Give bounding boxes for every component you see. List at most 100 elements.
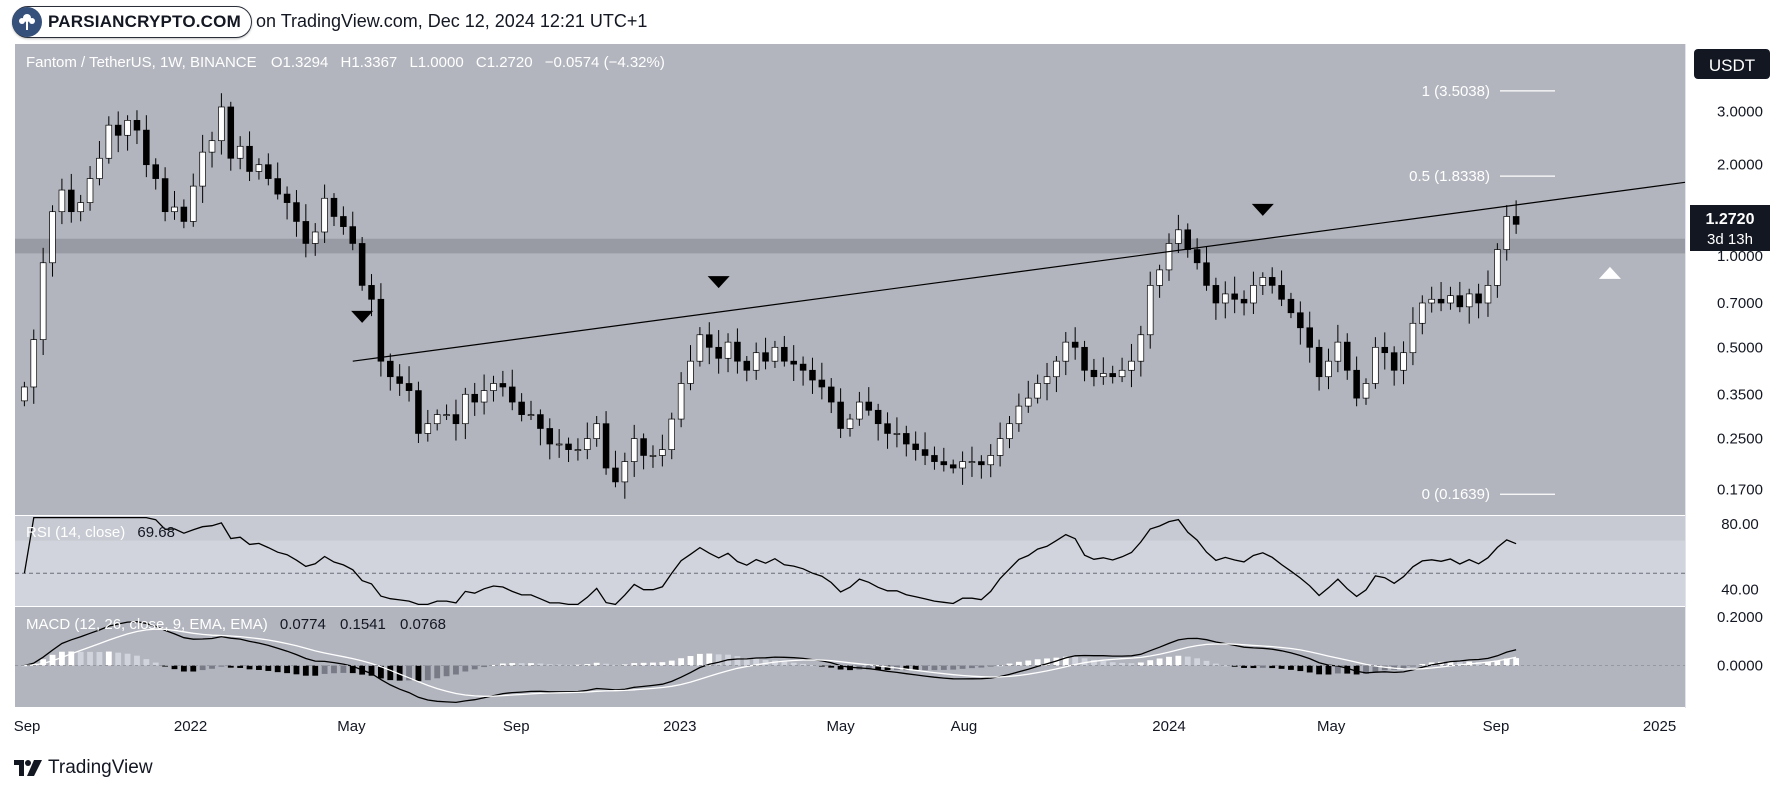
macd-histogram-bar [640,662,647,666]
macd-histogram-bar [1316,665,1323,675]
candle [1475,283,1482,319]
candle [293,190,300,237]
macd-histogram-bar [143,659,150,666]
candle [349,211,357,251]
time-tick-label: Sep [1483,718,1510,735]
macd-histogram-bar [1419,663,1426,666]
macd-histogram-bar [1137,662,1144,666]
candle [1390,346,1398,386]
candle [1409,307,1417,366]
candle [837,388,844,439]
down-arrow-marker [1251,203,1274,216]
candle [227,101,235,171]
candle [978,455,985,479]
macd-histogram-bar [302,665,309,676]
candle [1362,378,1370,405]
candle [499,370,507,397]
price-tick-label: 0.2500 [1717,431,1763,448]
fib-level-label: 1 (3.5038) [1422,83,1490,100]
candle [152,158,159,190]
candle [480,374,488,415]
candle [1071,327,1079,360]
macd-histogram-bar [59,651,65,666]
macd-histogram-bar [199,665,206,671]
candle [330,193,338,227]
candle [283,186,291,220]
candle [968,446,976,477]
price-axis: 3.00002.00001.40001.00000.70000.50000.35… [1717,103,1763,498]
macd-histogram-bar [837,665,844,670]
candle [687,345,694,391]
candle [180,199,188,229]
candle [1231,276,1238,314]
macd-histogram-bar [1503,658,1510,666]
tree-logo-icon [12,7,42,37]
macd-histogram-bar [293,665,300,675]
macd-histogram-bar [743,657,750,666]
candle [1503,205,1510,261]
candle [161,167,169,222]
macd-histogram-bar [1100,661,1107,666]
macd-histogram-bar [696,653,703,666]
macd-histogram-bar [546,664,553,666]
macd-tick-label: 0.2000 [1717,609,1763,626]
ohlc-l-label: L [409,54,417,71]
candle [1278,270,1285,307]
macd-histogram-bar [1109,662,1116,666]
candle [1024,380,1032,413]
macd-histogram-bar [256,665,262,670]
macd-histogram-bar [931,665,938,671]
macd-histogram-bar [1222,665,1229,667]
candle [771,340,779,368]
candle [1343,333,1351,380]
macd-histogram-bar [1119,662,1125,666]
macd-histogram-bar [481,665,488,668]
candle [715,330,722,374]
macd-histogram-bar [115,652,122,666]
candle [1128,343,1135,388]
macd-histogram-bar [1381,665,1388,671]
time-tick-label: Aug [951,718,978,735]
candle [396,364,403,396]
macd-histogram-bar [134,655,140,666]
macd-histogram-bar [987,665,994,667]
macd-histogram-bar [912,665,919,671]
macd-histogram-bar [1344,665,1351,674]
macd-histogram-bar [1410,665,1416,667]
candle [724,333,732,373]
candle [827,378,835,414]
macd-histogram-bar [922,665,928,671]
macd-histogram-bar [1203,660,1210,666]
fib-level-label: 0.5 (1.8338) [1409,168,1490,185]
macd-histogram-bar [631,663,638,666]
macd-histogram-bar [790,662,797,666]
macd-histogram-bar [1372,665,1379,672]
price-chart[interactable]: 1 (3.5038) 0.5 (1.8338) 0 (0.1639) 80.00 40… [0,44,1785,756]
candle [236,136,244,170]
candle [96,141,103,186]
candle [1062,332,1070,376]
horizontal-zone [15,238,1685,254]
candle [1306,311,1313,363]
ohlc-low: 1.0000 [418,54,464,71]
macd-value-3: 0.0768 [400,616,446,633]
candle [1212,277,1220,320]
macd-histogram-bar [1250,665,1257,669]
macd-histogram-bar [969,665,975,669]
resistance-line [352,181,1686,362]
candle [1137,325,1145,377]
footer-brand: TradingView [14,755,153,781]
currency-button[interactable]: USDT [1694,49,1770,79]
macd-signal-line [24,628,1517,697]
candle [1156,264,1163,298]
macd-histogram-bar [950,665,957,670]
candle [621,452,629,499]
right-axis-bg [1685,44,1785,734]
candle [1353,356,1360,407]
macd-histogram-bar [415,665,422,682]
candle [358,237,366,291]
candle [387,353,394,391]
candle [912,431,919,461]
macd-histogram-bar [1166,656,1172,666]
ohlc-close: 1.2720 [487,54,533,71]
